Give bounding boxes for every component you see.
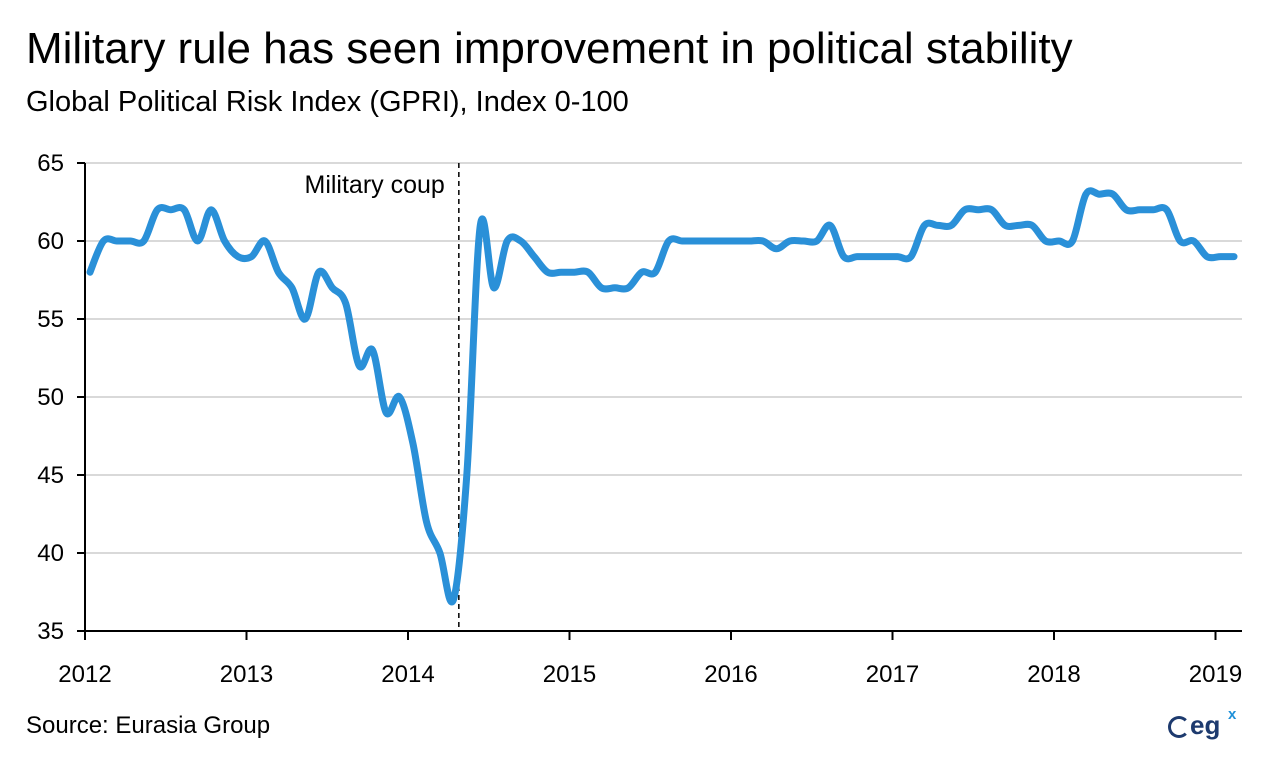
gridlines xyxy=(85,162,1242,554)
logo-text: eg xyxy=(1190,710,1221,740)
x-tick-label: 2014 xyxy=(381,661,434,688)
eg-logo: eg x xyxy=(1168,706,1258,746)
x-tick-label: 2016 xyxy=(704,661,757,688)
y-tick-label: 50 xyxy=(37,384,64,411)
y-axis-ticks: 35 40 45 50 55 60 65 xyxy=(37,150,85,645)
series-line-gpri xyxy=(86,187,1238,606)
x-tick-label: 2013 xyxy=(220,661,273,688)
x-tick-label: 2015 xyxy=(543,661,596,688)
y-tick-label: 60 xyxy=(37,228,64,255)
y-tick-label: 40 xyxy=(37,540,64,567)
x-tick-label: 2019 xyxy=(1189,661,1242,688)
x-tick-label: 2012 xyxy=(58,661,111,688)
y-tick-label: 55 xyxy=(37,306,64,333)
x-tick-label: 2017 xyxy=(866,661,919,688)
x-axis-ticks: 2012 2013 2014 2015 2016 2017 2018 2019 xyxy=(58,631,1242,688)
y-tick-label: 45 xyxy=(37,462,64,489)
y-tick-label: 35 xyxy=(37,618,64,645)
logo-ring-icon xyxy=(1168,716,1190,738)
chart-title: Military rule has seen improvement in po… xyxy=(26,24,1073,73)
series-lines xyxy=(86,187,1238,606)
chart-subtitle: Global Political Risk Index (GPRI), Inde… xyxy=(26,86,629,118)
source-note: Source: Eurasia Group xyxy=(26,712,271,739)
logo-superscript: x xyxy=(1228,706,1237,723)
coup-label: Military coup xyxy=(305,171,445,199)
axes xyxy=(84,163,1242,632)
y-tick-label: 65 xyxy=(37,150,64,177)
x-tick-label: 2018 xyxy=(1027,661,1080,688)
